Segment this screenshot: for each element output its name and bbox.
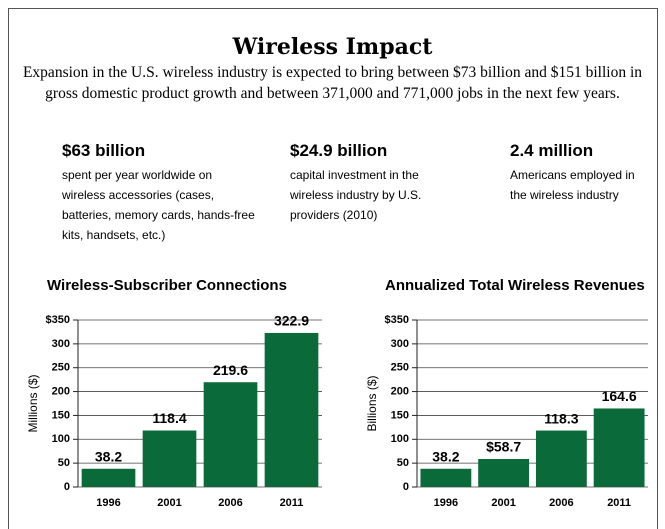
stat: $63 billion spent per year worldwide on …: [62, 141, 257, 245]
y-tick-label: 150: [52, 409, 70, 421]
data-label: 322.9: [274, 313, 309, 329]
x-tick-label: 2006: [549, 497, 573, 509]
stat-text: capital investment in the wireless indus…: [290, 168, 422, 222]
y-tick-label: $350: [385, 314, 409, 326]
bar: [420, 468, 472, 487]
intro: Expansion in the U.S. wireless industry …: [22, 64, 643, 102]
bar: [264, 332, 319, 487]
y-tick-label: $350: [46, 314, 70, 326]
y-tick-label: 50: [58, 457, 70, 469]
x-tick-label: 1996: [96, 497, 120, 509]
bar: [203, 382, 258, 487]
y-tick-label: 150: [391, 409, 409, 421]
x-tick-label: 1996: [434, 497, 458, 509]
y-tick-label: 300: [52, 338, 70, 350]
x-tick-label: 2006: [218, 497, 242, 509]
y-tick-label: 100: [391, 433, 409, 445]
stat-value: $24.9 billion: [290, 141, 388, 160]
bar: [535, 430, 587, 487]
y-tick-label: 250: [391, 362, 409, 374]
y-tick-label: 50: [397, 457, 409, 469]
chart-title: Annualized Total Wireless Revenues: [385, 277, 645, 294]
data-label: 118.3: [544, 410, 578, 426]
bar: [478, 458, 530, 487]
data-label: 38.2: [95, 448, 122, 464]
bar: [81, 468, 136, 487]
y-axis-label: Millions ($): [26, 374, 40, 432]
x-tick-label: 2011: [280, 497, 304, 509]
stat-text: spent per year worldwide on wireless acc…: [62, 168, 255, 242]
stat-value: 2.4 million: [510, 141, 594, 160]
x-tick-label: 2001: [157, 497, 181, 509]
y-tick-label: 300: [391, 338, 409, 350]
chart-title: Wireless-Subscriber Connections: [47, 277, 287, 294]
stat-value: $63 billion: [62, 141, 146, 160]
bar: [593, 408, 645, 487]
x-tick-label: 2001: [491, 497, 515, 509]
stat: $24.9 billion capital investment in the …: [290, 141, 460, 225]
y-axis-label: Billions ($): [365, 375, 379, 431]
y-tick-label: 0: [403, 481, 409, 493]
data-label: $58.7: [486, 439, 521, 455]
x-tick-label: 2011: [607, 497, 631, 509]
data-label: 38.2: [432, 448, 459, 464]
title: Wireless Impact: [232, 34, 433, 60]
y-tick-label: 250: [52, 362, 70, 374]
y-tick-label: 0: [64, 481, 70, 493]
stat: 2.4 million Americans employed in the wi…: [510, 141, 645, 205]
data-label: 118.4: [152, 410, 186, 426]
frame: [8, 8, 658, 529]
data-label: 219.6: [213, 362, 248, 378]
stat-text: Americans employed in the wireless indus…: [510, 168, 635, 202]
y-tick-label: 100: [52, 433, 70, 445]
y-tick-label: 200: [391, 385, 409, 397]
y-tick-label: 200: [52, 385, 70, 397]
data-label: 164.6: [602, 388, 637, 404]
bar: [142, 430, 197, 487]
